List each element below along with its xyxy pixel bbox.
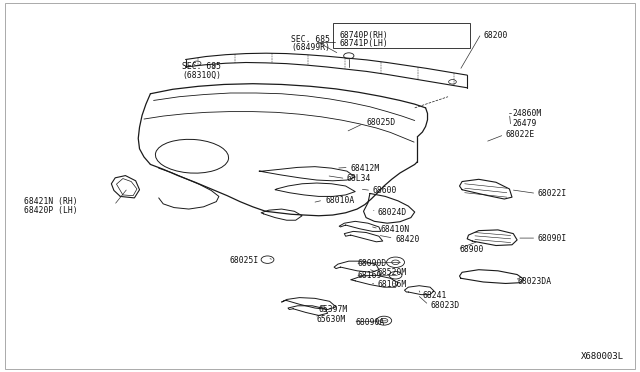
Text: X680003L: X680003L <box>581 352 624 361</box>
Text: 24860M: 24860M <box>512 109 541 118</box>
Text: 68741P(LH): 68741P(LH) <box>339 39 388 48</box>
Text: 68241: 68241 <box>422 291 447 300</box>
Text: 68410N: 68410N <box>381 225 410 234</box>
Text: 68023D: 68023D <box>430 301 460 310</box>
Text: SEC. 685: SEC. 685 <box>291 35 330 44</box>
Text: 68025D: 68025D <box>367 118 396 127</box>
Text: SEC. 685: SEC. 685 <box>182 62 221 71</box>
Text: 68420: 68420 <box>396 235 420 244</box>
Text: 68421N (RH): 68421N (RH) <box>24 197 78 206</box>
Text: 68024D: 68024D <box>378 208 407 217</box>
Text: 68090A: 68090A <box>355 318 385 327</box>
Text: 68520M: 68520M <box>378 268 407 277</box>
Text: (68499R): (68499R) <box>291 43 330 52</box>
Text: 68090I: 68090I <box>538 234 567 243</box>
Text: 26479: 26479 <box>512 119 536 128</box>
Text: (68310Q): (68310Q) <box>182 71 221 80</box>
Text: 68740P(RH): 68740P(RH) <box>339 31 388 40</box>
Text: 68025I: 68025I <box>229 256 259 265</box>
Text: 68420P (LH): 68420P (LH) <box>24 206 78 215</box>
Text: 65630M: 65630M <box>317 315 346 324</box>
Text: 68600: 68600 <box>372 186 397 195</box>
Text: 68090D: 68090D <box>357 259 387 268</box>
Text: 68412M: 68412M <box>351 164 380 173</box>
Text: 68106M: 68106M <box>378 280 407 289</box>
Text: 65397M: 65397M <box>319 305 348 314</box>
Text: 68900: 68900 <box>460 245 484 254</box>
Text: 68010A: 68010A <box>325 196 355 205</box>
Text: 68022I: 68022I <box>538 189 567 198</box>
Text: 68023DA: 68023DA <box>517 278 551 286</box>
Text: 68169: 68169 <box>357 271 381 280</box>
Text: 68200: 68200 <box>483 31 508 40</box>
Text: 68L34: 68L34 <box>347 174 371 183</box>
Text: 68022E: 68022E <box>506 130 535 139</box>
